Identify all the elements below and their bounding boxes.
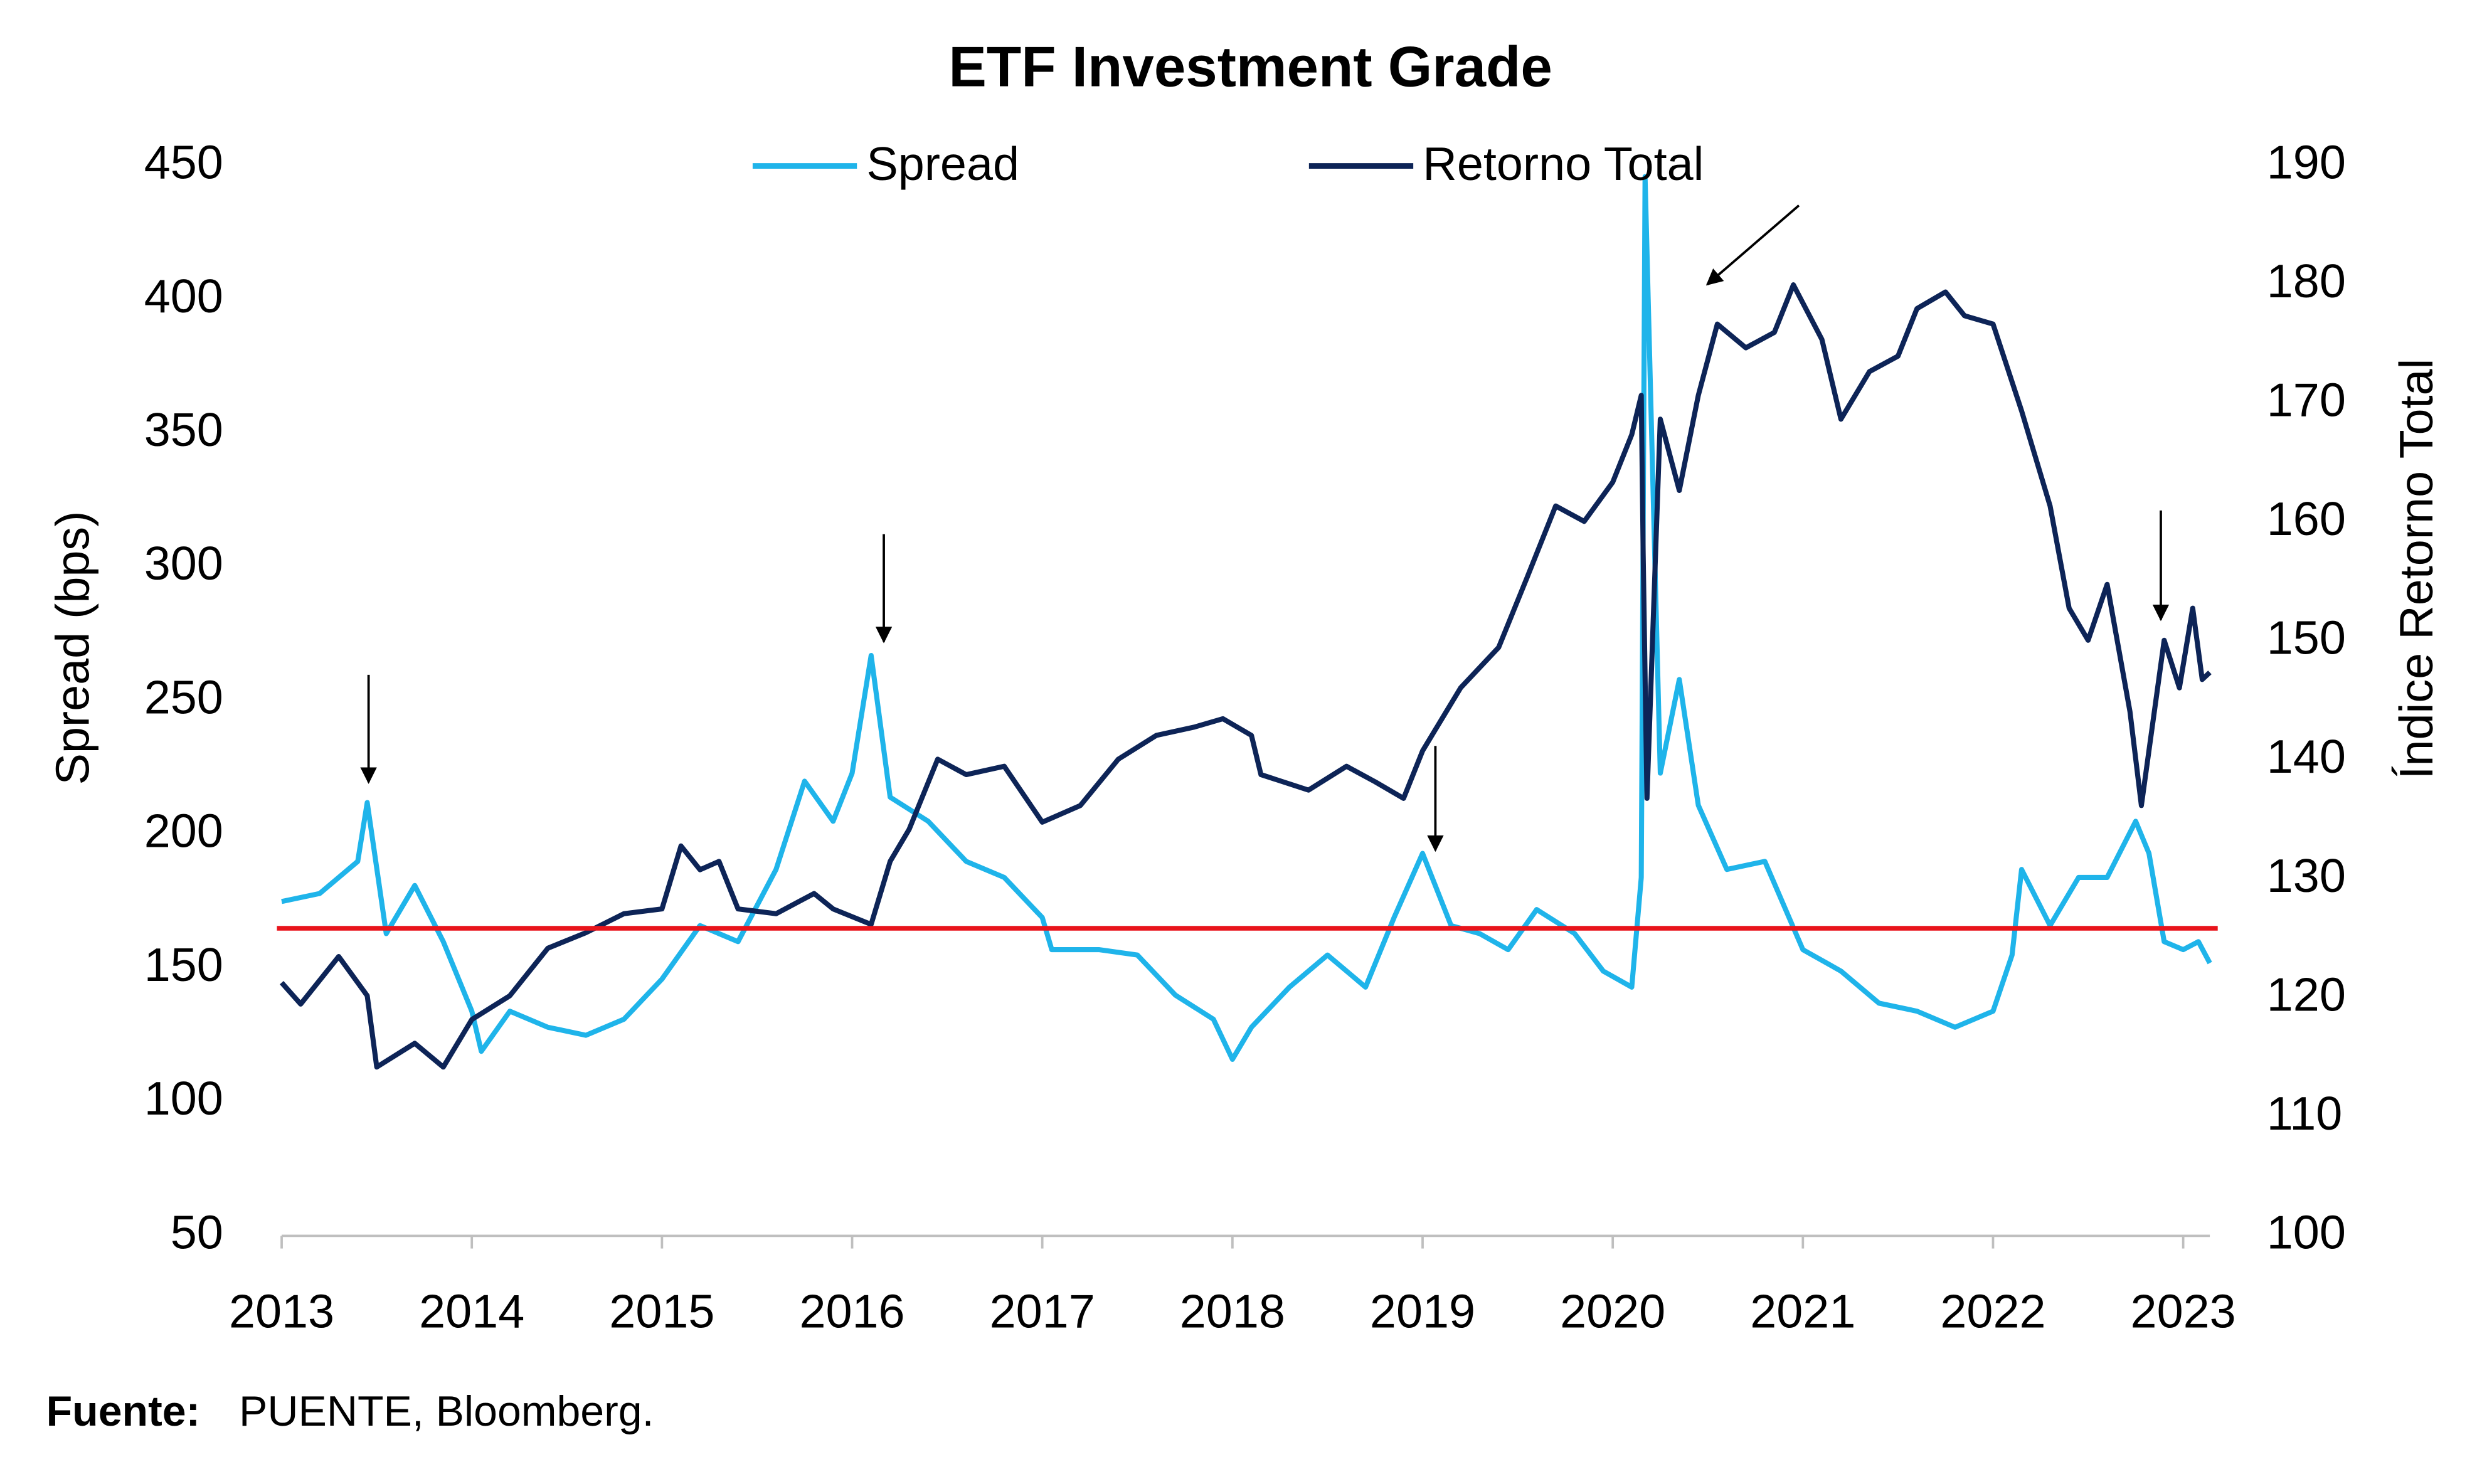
y-tick-label: 100 (144, 1073, 223, 1125)
y2-tick-label: 120 (2267, 968, 2346, 1021)
y-tick-label: 150 (144, 939, 223, 992)
x-tick-label: 2021 (1750, 1285, 1855, 1338)
y2-tick-label: 110 (2267, 1088, 2343, 1140)
x-tick-label: 2019 (1370, 1285, 1475, 1338)
y-axis-label: Spread (bps) (46, 511, 99, 785)
y-tick-label: 300 (144, 538, 223, 590)
arrow (1705, 204, 1800, 286)
x-tick-label: 2018 (1180, 1285, 1285, 1338)
y2-tick-label: 170 (2267, 374, 2346, 427)
y2-tick-label: 140 (2267, 731, 2346, 783)
y2-tick-label: 100 (2267, 1206, 2346, 1259)
annotation-arrows (360, 204, 2170, 852)
y-tick-label: 50 (171, 1206, 223, 1259)
y-tick-label: 200 (144, 805, 223, 858)
line-series (281, 174, 2212, 1062)
y2-axis-label: Índice Retorno Total (2390, 359, 2443, 780)
x-tick-label: 2020 (1560, 1285, 1665, 1338)
chart-title: ETF Investment Grade (948, 35, 1552, 98)
y-tick-label: 350 (144, 404, 223, 457)
y-tick-label: 250 (144, 671, 223, 724)
y2-tick-label: 160 (2267, 493, 2346, 546)
x-tick-label: 2016 (799, 1285, 904, 1338)
legend-label: Spread (866, 138, 1019, 191)
x-tick-label: 2022 (1940, 1285, 2045, 1338)
legend-label: Retorno Total (1423, 138, 1704, 191)
y2-tick-label: 130 (2267, 850, 2346, 903)
source-text: PUENTE, Bloomberg. (239, 1387, 654, 1435)
y2-tick-label: 190 (2267, 137, 2346, 189)
source-label: Fuente: (46, 1387, 201, 1435)
y2-tick-label: 150 (2267, 612, 2346, 665)
x-tick-label: 2023 (2131, 1285, 2236, 1338)
x-tick-label: 2013 (229, 1285, 334, 1338)
x-tick-label: 2014 (419, 1285, 524, 1338)
y-tick-label: 450 (144, 137, 223, 189)
x-tick-label: 2017 (990, 1285, 1095, 1338)
line-series (280, 282, 2212, 1070)
x-tick-label: 2015 (609, 1285, 714, 1338)
y2-tick-label: 180 (2267, 255, 2346, 308)
y-tick-label: 400 (144, 270, 223, 323)
